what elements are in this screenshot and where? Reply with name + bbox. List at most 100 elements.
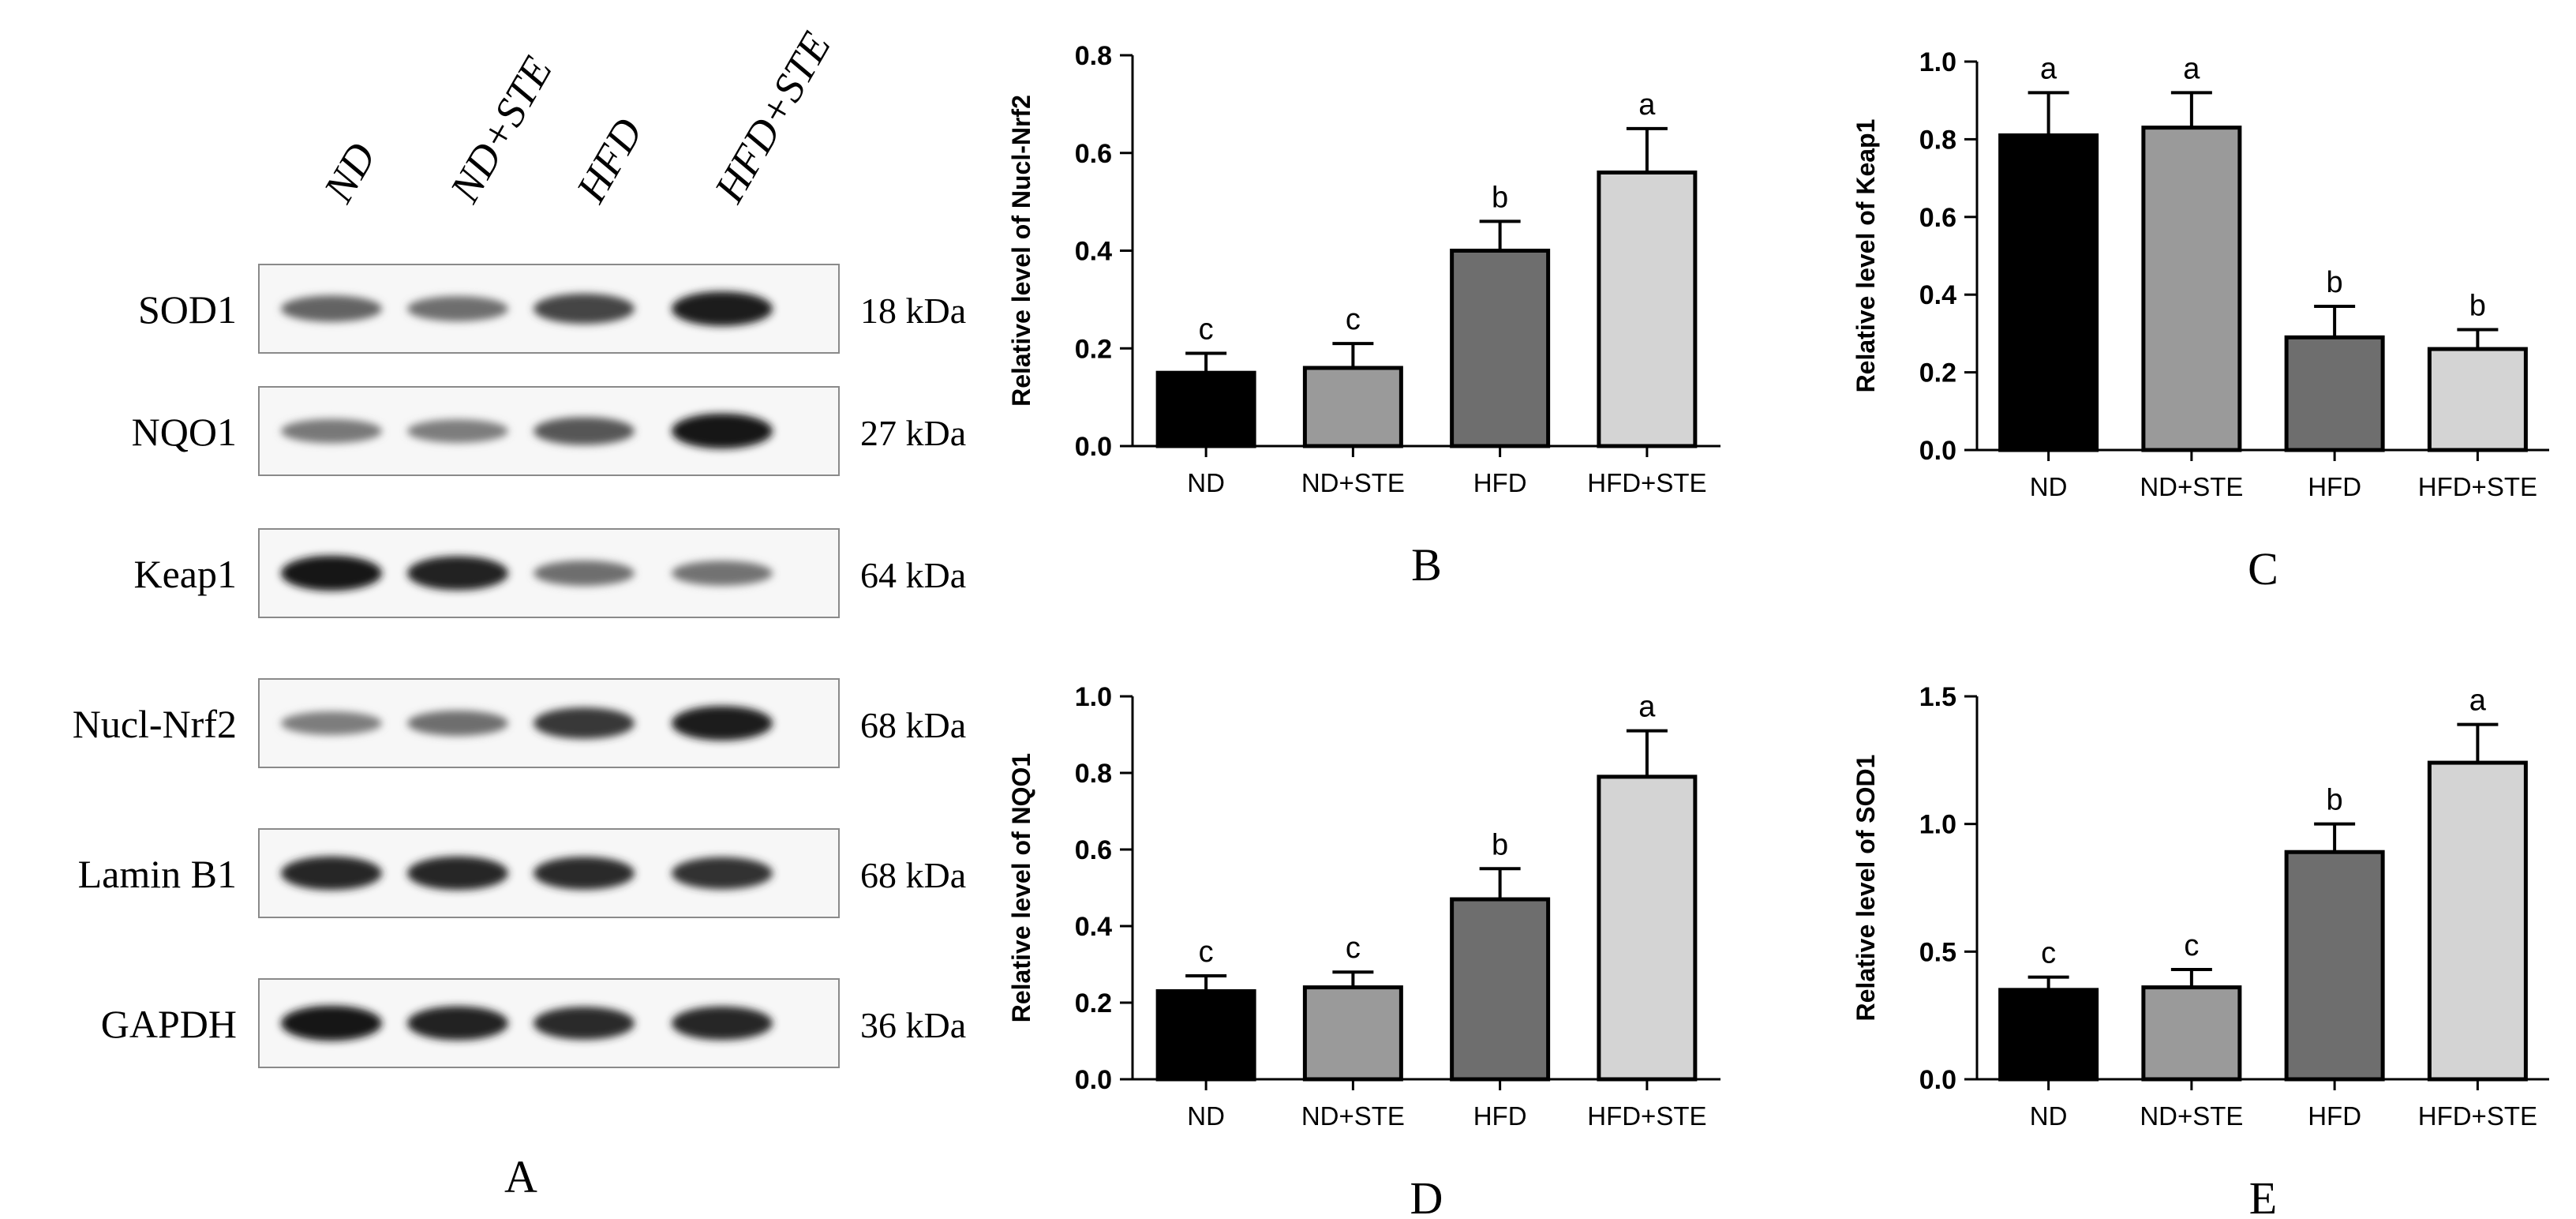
blot-row: GAPDH 36 kDa	[101, 978, 966, 1068]
significance-letter: a	[2469, 685, 2487, 718]
blot-band	[672, 1006, 773, 1041]
bar	[2284, 850, 2385, 1082]
blot-band	[281, 295, 382, 322]
x-tick-label: HFD	[1473, 468, 1527, 497]
protein-label: GAPDH	[101, 1002, 237, 1046]
y-axis-label: Relative level of Keap1	[1852, 119, 1880, 393]
blot-band	[407, 556, 508, 591]
significance-letter: b	[2327, 266, 2343, 299]
y-axis-label: Relative level of NQO1	[1007, 753, 1035, 1022]
western-blot-panel: ND ND+STE HFD HFD+STE SOD1 18 kDa NQO1 27 kDa Ke…	[73, 24, 966, 1202]
x-tick-label: ND	[2030, 1101, 2068, 1131]
x-tick-label: HFD+STE	[1587, 1101, 1706, 1131]
y-tick-label: 1.0	[1919, 810, 1956, 840]
y-tick-label: 1.5	[1919, 682, 1956, 712]
protein-label: Lamin B1	[78, 852, 237, 896]
blot-band	[407, 1006, 508, 1041]
significance-letter: c	[1346, 303, 1361, 336]
y-tick-label: 0.0	[1075, 1065, 1112, 1095]
kda-label: 68 kDa	[860, 855, 966, 895]
y-tick-label: 0.4	[1075, 237, 1112, 267]
panel-letter: C	[2248, 543, 2278, 594]
protein-label: SOD1	[138, 287, 237, 332]
bar	[1597, 171, 1698, 448]
blot-band	[281, 555, 382, 591]
kda-label: 36 kDa	[860, 1005, 966, 1045]
y-tick-label: 0.4	[1075, 912, 1112, 942]
y-tick-label: 0.2	[1075, 334, 1112, 364]
blot-row: Lamin B1 68 kDa	[78, 828, 966, 918]
bar	[2427, 760, 2528, 1082]
kda-label: 27 kDa	[860, 413, 966, 453]
y-tick-label: 0.2	[1075, 988, 1112, 1018]
significance-letter: c	[2041, 937, 2056, 970]
significance-letter: c	[1199, 936, 1214, 969]
significance-letter: c	[1199, 313, 1214, 346]
significance-letter: a	[1638, 691, 1656, 724]
bar-charts: 0.0 0.2 0.4 0.6 0.8 Relative level of Nucl-Nr…	[1007, 41, 2549, 1219]
blot-row: Keap1 64 kDa	[134, 528, 966, 618]
y-tick-label: 0.8	[1075, 41, 1112, 71]
bar	[1302, 366, 1403, 448]
blot-band	[281, 418, 382, 444]
blot-band	[534, 417, 635, 445]
bar	[2427, 347, 2528, 452]
x-tick-label: HFD+STE	[1587, 468, 1706, 497]
bar	[1597, 775, 1698, 1082]
blot-band	[534, 293, 635, 324]
panel-letter: E	[2249, 1172, 2277, 1219]
x-tick-label: ND+STE	[1301, 1101, 1405, 1131]
x-tick-label: ND	[2030, 472, 2068, 501]
blot-band	[407, 296, 508, 321]
lane-label: ND	[314, 135, 385, 211]
x-tick-label: ND+STE	[2140, 1101, 2243, 1131]
y-tick-label: 0.0	[1919, 436, 1956, 466]
bar	[2284, 335, 2385, 452]
y-tick-label: 0.5	[1919, 937, 1956, 967]
protein-label: NQO1	[132, 410, 237, 454]
y-tick-label: 1.0	[1075, 682, 1112, 712]
bar	[2141, 985, 2242, 1082]
x-tick-label: ND+STE	[1301, 468, 1405, 497]
significance-letter: c	[1346, 932, 1361, 965]
y-axis-label: Relative level of Nucl-Nrf2	[1007, 95, 1035, 407]
blot-band	[534, 561, 635, 586]
blot-band	[672, 706, 773, 741]
blot-band	[407, 856, 508, 891]
significance-letter: a	[2040, 52, 2057, 85]
panel-letter: D	[1410, 1172, 1443, 1219]
blot-band	[534, 707, 635, 739]
y-tick-label: 0.0	[1075, 432, 1112, 462]
kda-label: 68 kDa	[860, 705, 966, 745]
chart-panel-d: 0.0 0.2 0.4 0.6 0.8 1.0 Relative level of NQO1…	[1007, 682, 1720, 1219]
bar	[1450, 249, 1551, 448]
blot-band	[534, 857, 635, 890]
blot-row: Nucl-Nrf2 68 kDa	[73, 678, 966, 768]
blot-band	[672, 857, 773, 890]
y-tick-label: 0.0	[1919, 1065, 1956, 1095]
bar	[2141, 126, 2242, 452]
x-tick-label: ND+STE	[2140, 472, 2243, 501]
bar	[1998, 988, 2099, 1082]
blot-band	[407, 711, 508, 736]
x-tick-label: HFD	[2308, 472, 2361, 501]
blot-row: NQO1 27 kDa	[132, 386, 966, 476]
lane-label: HFD+STE	[705, 24, 840, 211]
x-tick-label: ND	[1187, 1101, 1225, 1131]
blot-band	[672, 413, 773, 449]
y-tick-label: 0.6	[1075, 139, 1112, 169]
protein-label: Keap1	[134, 552, 238, 596]
x-tick-label: HFD+STE	[2418, 472, 2537, 501]
lane-label: ND+STE	[440, 49, 561, 211]
blot-band	[281, 856, 382, 891]
protein-label: Nucl-Nrf2	[73, 702, 237, 746]
bar	[1998, 133, 2099, 452]
chart-panel-c: 0.0 0.2 0.4 0.6 0.8 1.0 Relative level of Keap…	[1852, 47, 2549, 594]
significance-letter: b	[2469, 289, 2486, 322]
bar	[1155, 988, 1256, 1082]
panel-letter: A	[504, 1151, 537, 1202]
blot-band	[281, 1005, 382, 1041]
y-tick-label: 0.6	[1919, 203, 1956, 233]
bar	[1450, 897, 1551, 1082]
